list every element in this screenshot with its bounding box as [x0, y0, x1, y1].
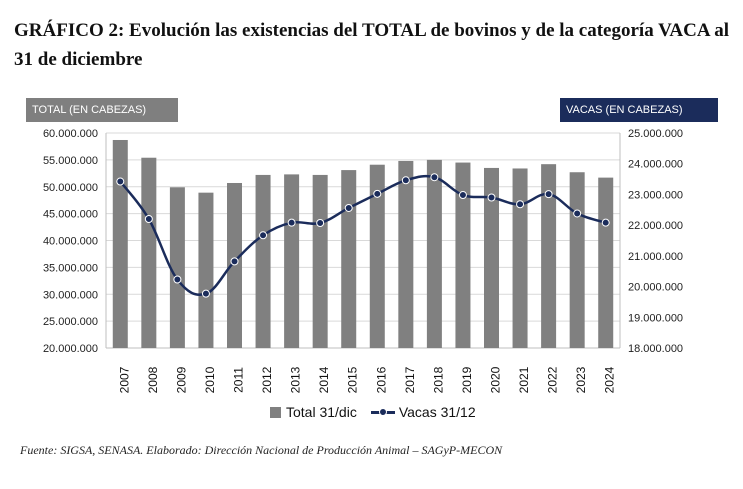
x-tick-label: 2015 [346, 366, 360, 393]
x-tick-label: 2016 [374, 366, 388, 393]
x-tick-label: 2008 [146, 366, 160, 393]
y-right-tick-label: 22.000.000 [628, 220, 683, 232]
chart: 20.000.000 25.000.000 30.000.000 35.000.000… [43, 128, 683, 393]
line-point [144, 215, 153, 223]
x-tick-label: 2017 [403, 366, 417, 393]
y-right-tick-label: 23.000.000 [628, 189, 683, 201]
x-tick-label: 2011 [232, 367, 246, 393]
x-tick-label: 2024 [603, 366, 617, 393]
line-point [430, 173, 439, 182]
y-left-tick-label: 30.000.000 [43, 289, 98, 301]
bar [341, 170, 357, 348]
y-right-tick-label: 24.000.000 [628, 159, 683, 171]
chart-title: GRÁFICO 2: Evolución las existencias del… [14, 20, 730, 70]
x-tick-label: 2022 [546, 366, 560, 393]
line-point [487, 193, 496, 202]
bar [312, 174, 328, 348]
x-tick-label: 2023 [574, 366, 588, 393]
source-note: Fuente: SIGSA, SENASA. Elaborado: Direcc… [20, 443, 503, 457]
bar [169, 187, 185, 348]
bar [455, 162, 471, 348]
y-right-tick-label: 20.000.000 [628, 282, 683, 294]
right-axis-title: VACAS (EN CABEZAS) [560, 98, 718, 122]
line-point [601, 218, 610, 227]
legend-bar-label: Total 31/dic [286, 404, 357, 420]
bar [541, 164, 557, 348]
bar [198, 192, 214, 348]
bar [369, 164, 385, 348]
x-tick-label: 2009 [174, 366, 188, 393]
line-point [573, 209, 582, 218]
bar [569, 172, 585, 348]
y-left-tick-label: 60.000.000 [43, 128, 98, 140]
line-point [287, 218, 296, 227]
y-left-tick-label: 40.000.000 [43, 236, 98, 248]
y-right-tick-label: 25.000.000 [628, 128, 683, 140]
line-point [373, 189, 382, 198]
bar [255, 174, 271, 348]
x-tick-label: 2014 [317, 366, 331, 393]
bar [598, 177, 614, 348]
y-left-tick-label: 55.000.000 [43, 155, 98, 167]
line-point [316, 218, 325, 227]
line-point [230, 257, 239, 266]
bar [484, 167, 499, 348]
y-left-tick-label: 20.000.000 [43, 343, 98, 355]
series-line-vacas [119, 174, 607, 296]
x-tick-label: 2018 [431, 366, 445, 393]
x-tick-label: 2010 [203, 366, 217, 393]
left-axis-title: TOTAL (EN CABEZAS) [26, 98, 178, 122]
legend: Total 31/dic Vacas 31/12 [270, 402, 476, 422]
bar [426, 159, 442, 348]
bar [227, 182, 242, 348]
y-left-tick-label: 35.000.000 [43, 262, 98, 274]
line-point [259, 231, 268, 240]
line-point [458, 191, 467, 200]
bar [398, 160, 414, 348]
line-point [116, 177, 125, 186]
x-tick-label: 2021 [517, 366, 531, 393]
bar [512, 168, 528, 348]
legend-line-swatch [370, 407, 395, 418]
y-left-tick-label: 50.000.000 [43, 182, 98, 194]
legend-bar-swatch [270, 406, 281, 418]
x-tick-label: 2007 [117, 366, 131, 393]
y-right-tick-label: 19.000.000 [628, 312, 683, 324]
line-point [401, 176, 410, 185]
line-point [544, 190, 553, 199]
y-right-tick-label: 18.000.000 [628, 343, 683, 355]
x-tick-label: 2012 [260, 366, 274, 393]
y-left-tick-label: 45.000.000 [43, 209, 98, 221]
bar [284, 174, 300, 348]
y-left-tick-label: 25.000.000 [43, 316, 98, 328]
x-tick-label: 2020 [489, 366, 503, 393]
y-right-tick-label: 21.000.000 [628, 251, 683, 263]
line-point [344, 203, 353, 212]
bar [141, 157, 157, 348]
line-point [516, 200, 525, 209]
x-tick-label: 2013 [289, 366, 303, 393]
x-tick-label: 2019 [460, 366, 474, 393]
legend-line-label: Vacas 31/12 [398, 404, 476, 420]
bar [112, 139, 128, 348]
line-point [173, 275, 182, 284]
line-point [201, 289, 210, 298]
